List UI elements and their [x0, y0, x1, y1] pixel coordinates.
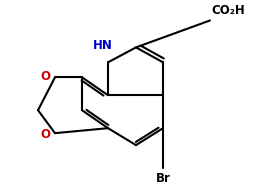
Text: HN: HN	[93, 39, 113, 52]
Text: CO₂H: CO₂H	[211, 4, 245, 17]
Text: O: O	[41, 70, 51, 83]
Text: Br: Br	[156, 172, 170, 185]
Text: O: O	[41, 128, 51, 141]
